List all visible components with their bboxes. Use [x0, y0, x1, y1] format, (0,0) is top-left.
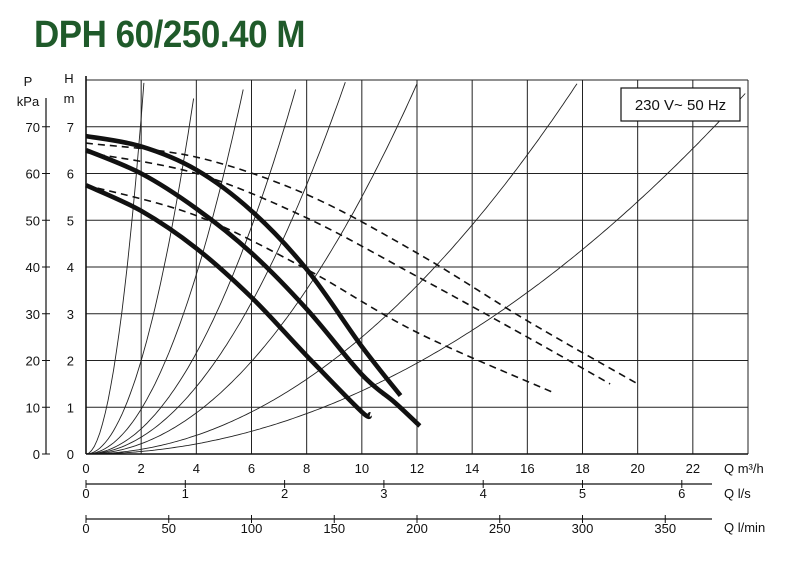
x-tick-label-lmin: 300 — [572, 521, 594, 536]
pump-curve-dashed — [85, 142, 639, 385]
system-curves — [85, 82, 746, 455]
pressure-tick-label: 60 — [26, 167, 40, 182]
pressure-tick-label: 0 — [33, 447, 40, 462]
pump-curve-dashed — [85, 151, 611, 385]
head-axis-letter: H — [64, 71, 73, 86]
head-tick-label: 0 — [67, 447, 74, 462]
pressure-tick-label: 50 — [26, 213, 40, 228]
system-curve — [85, 98, 195, 455]
x-tick-label-lmin: 50 — [162, 521, 176, 536]
pump-curve-solid — [85, 183, 373, 420]
x-tick-label-m3h: 22 — [686, 461, 700, 476]
system-curve — [85, 82, 145, 455]
grid — [85, 79, 749, 455]
pressure-tick-label: 70 — [26, 120, 40, 135]
x-axis-unit-m3h: Q m³/h — [724, 461, 764, 476]
head-axis-unit: m — [64, 91, 75, 106]
system-curve — [85, 89, 244, 455]
x-tick-label-m3h: 20 — [630, 461, 644, 476]
pressure-axis-unit: kPa — [17, 94, 40, 109]
system-curve — [85, 89, 297, 455]
x-axis-unit-lmin: Q l/min — [724, 520, 765, 535]
x-tick-label-lmin: 200 — [406, 521, 428, 536]
x-tick-label-m3h: 8 — [303, 461, 310, 476]
x-tick-label-m3h: 6 — [248, 461, 255, 476]
x-tick-label-m3h: 4 — [193, 461, 200, 476]
head-tick-label: 3 — [67, 307, 74, 322]
x-tick-label-m3h: 14 — [465, 461, 479, 476]
x-tick-label-lmin: 0 — [82, 521, 89, 536]
x-tick-label-lmin: 150 — [323, 521, 345, 536]
x-tick-label-m3h: 0 — [82, 461, 89, 476]
x-tick-label-ls: 2 — [281, 486, 288, 501]
head-tick-label: 6 — [67, 167, 74, 182]
x-axis-unit-ls: Q l/s — [724, 486, 751, 501]
x-tick-label-lmin: 250 — [489, 521, 511, 536]
x-tick-label-ls: 6 — [678, 486, 685, 501]
x-tick-label-ls: 4 — [480, 486, 487, 501]
pump-curve-dashed — [85, 184, 556, 394]
x-tick-label-ls: 1 — [182, 486, 189, 501]
pressure-axis-letter: P — [24, 74, 33, 89]
x-tick-label-m3h: 18 — [575, 461, 589, 476]
system-curve — [86, 83, 418, 455]
x-tick-label-ls: 5 — [579, 486, 586, 501]
voltage-label: 230 V~ 50 Hz — [635, 97, 726, 114]
x-tick-label-ls: 3 — [380, 486, 387, 501]
head-tick-label: 4 — [67, 260, 74, 275]
pump-curve-solid — [85, 133, 403, 398]
x-tick-label-lmin: 100 — [241, 521, 263, 536]
pressure-tick-label: 10 — [26, 400, 40, 415]
chart-title: DPH 60/250.40 M — [34, 14, 305, 56]
head-tick-label: 7 — [67, 120, 74, 135]
system-curve — [86, 82, 346, 455]
pressure-tick-label: 20 — [26, 354, 40, 369]
x-tick-label-m3h: 16 — [520, 461, 534, 476]
voltage-box: 230 V~ 50 Hz — [620, 87, 741, 122]
pressure-tick-label: 30 — [26, 307, 40, 322]
system-curve — [86, 83, 578, 455]
system-curve — [86, 93, 746, 455]
pump-curves — [85, 133, 639, 428]
x-tick-label-ls: 0 — [82, 486, 89, 501]
head-tick-label: 2 — [67, 354, 74, 369]
x-tick-label-m3h: 2 — [138, 461, 145, 476]
x-tick-label-m3h: 10 — [355, 461, 369, 476]
head-tick-label: 5 — [67, 213, 74, 228]
pressure-tick-label: 40 — [26, 260, 40, 275]
x-tick-label-lmin: 350 — [654, 521, 676, 536]
x-tick-label-m3h: 12 — [410, 461, 424, 476]
head-tick-label: 1 — [67, 400, 74, 415]
pump-curve-solid — [85, 147, 422, 428]
